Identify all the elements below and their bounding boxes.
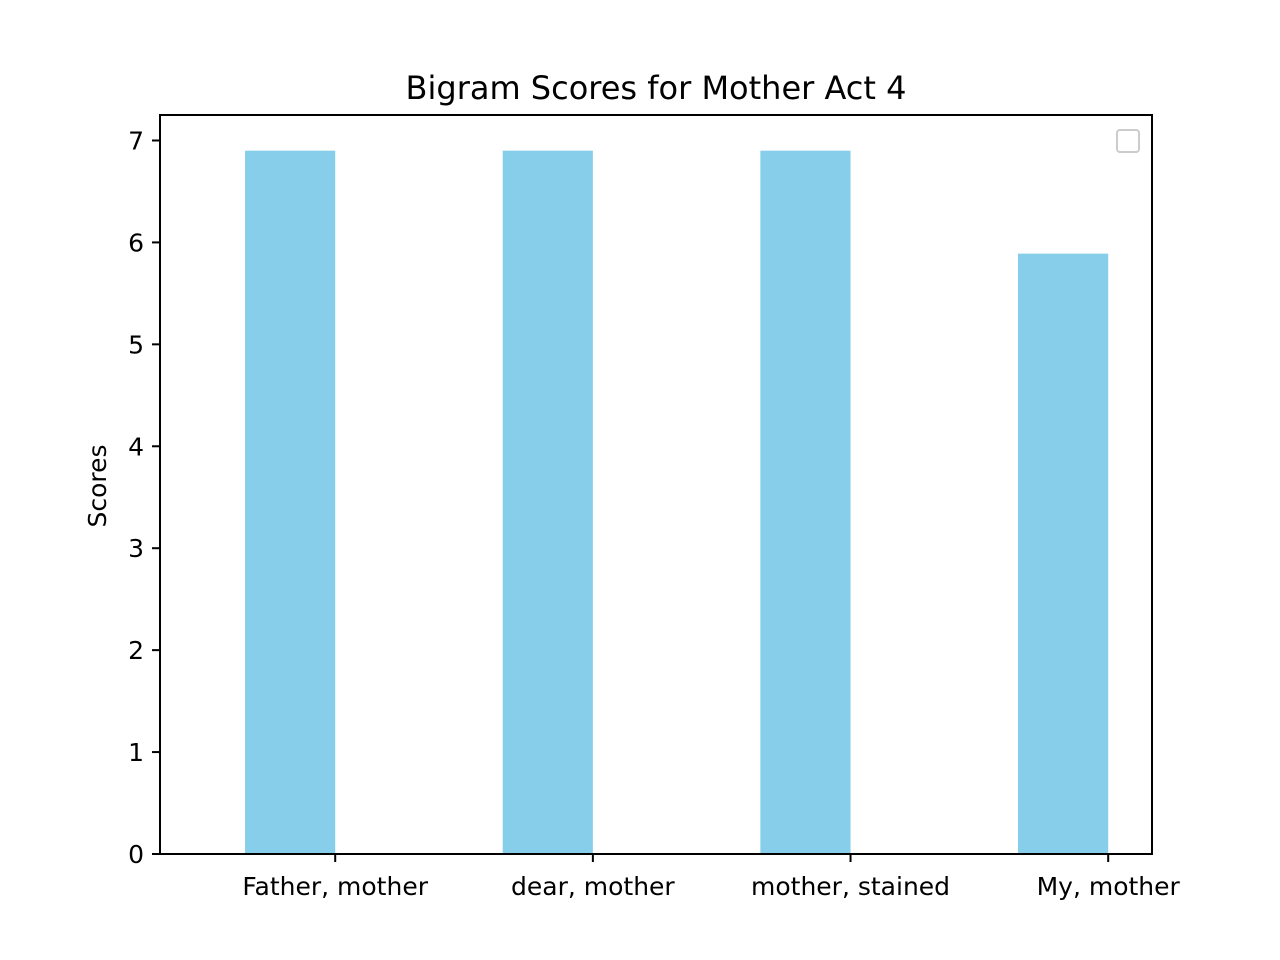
bars-layer	[245, 150, 1109, 855]
legend-box	[1116, 129, 1140, 153]
y-tick-label: 7	[128, 126, 144, 155]
y-tick-label: 0	[128, 840, 144, 869]
x-axis-ticks: Father, mother dear, mother mother, staine…	[242, 854, 1181, 901]
bar-4	[1018, 253, 1109, 854]
y-tick-label: 1	[128, 738, 144, 767]
chart-title: Bigram Scores for Mother Act 4	[406, 69, 907, 107]
y-axis-label: Scores	[83, 444, 112, 527]
x-tick-label: dear, mother	[511, 872, 675, 901]
y-tick-label: 6	[128, 228, 144, 257]
y-tick-label: 3	[128, 534, 144, 563]
bar-3	[760, 150, 851, 855]
y-tick-label: 5	[128, 330, 144, 359]
y-tick-label: 2	[128, 636, 144, 665]
x-tick-label: My, mother	[1037, 872, 1181, 901]
bar-2	[502, 150, 593, 855]
y-axis-ticks: 0 1 2 3 4 5 6 7	[128, 126, 160, 869]
x-tick-label: mother, stained	[751, 872, 950, 901]
x-tick-label: Father, mother	[242, 872, 428, 901]
plot-area-frame	[159, 114, 1153, 855]
y-tick-label: 4	[128, 432, 144, 461]
bar-1	[245, 150, 336, 855]
